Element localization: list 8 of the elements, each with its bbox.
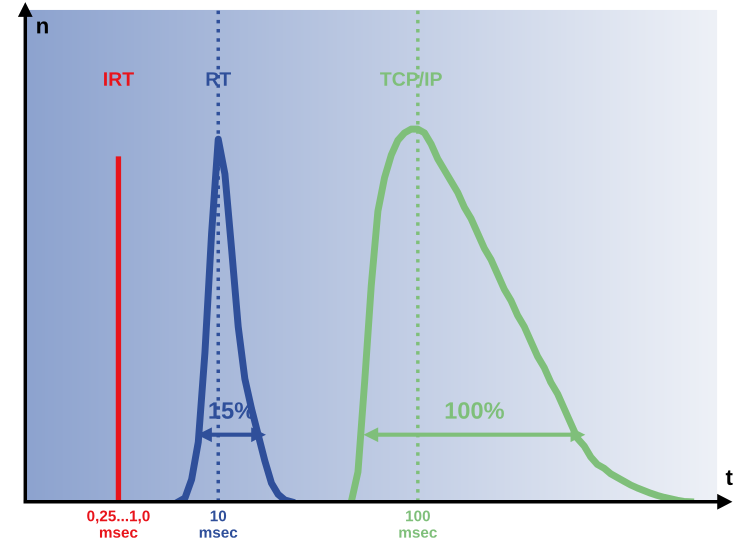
x-tick-label: 100 msec [399,510,437,538]
text: TCP/IP [380,72,442,86]
annotation: 100% [446,402,504,419]
x-tick-label: 10 msec [200,510,238,538]
text: IRT [104,72,134,86]
x-axis-title: t [726,470,733,486]
x-tick-label: 0,25...1,0 msec [87,510,150,538]
y-axis-title: n [37,21,48,34]
